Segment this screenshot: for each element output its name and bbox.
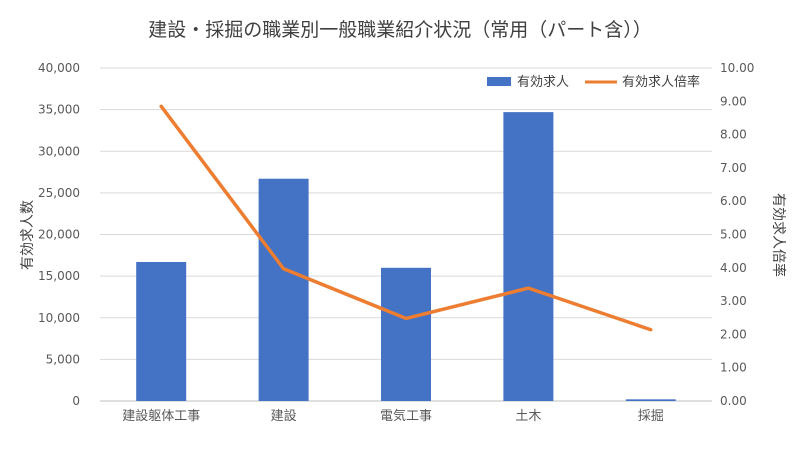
- y2-tick-label: 2.00: [720, 327, 747, 341]
- y2-tick-label: 5.00: [720, 228, 747, 242]
- y-tick-label: 40,000: [38, 61, 80, 75]
- chart-title: 建設・採掘の職業別一般職業紹介状況（常用（パート含））: [148, 19, 652, 41]
- bar: [136, 262, 186, 401]
- y-tick-label: 15,000: [38, 269, 80, 283]
- x-tick-label: 建設躯体工事: [122, 408, 200, 424]
- y2-tick-label: 7.00: [720, 161, 747, 175]
- y-tick-label: 5,000: [46, 352, 80, 366]
- right-axis-label: 有効求人倍率: [770, 193, 787, 277]
- y2-tick-label: 3.00: [720, 294, 747, 308]
- left-axis-label: 有効求人数: [20, 200, 36, 270]
- bar: [503, 112, 553, 401]
- y-tick-label: 25,000: [38, 186, 80, 200]
- legend-line-label: 有効求人倍率: [622, 74, 700, 90]
- x-tick-label: 土木: [515, 409, 541, 424]
- x-tick-label: 電気工事: [380, 408, 432, 424]
- y2-tick-label: 9.00: [720, 94, 747, 108]
- x-tick-label: 建設: [271, 408, 297, 424]
- y-tick-label: 0: [72, 394, 80, 408]
- right-axis-ticks: 0.00 1.00 2.00 3.00 4.00 5.00 6.00 7.00 8.00 9.00…: [720, 61, 754, 408]
- bar: [381, 268, 431, 401]
- y2-tick-label: 10.00: [720, 61, 754, 75]
- bar-series: [136, 112, 676, 401]
- y-tick-label: 35,000: [38, 103, 80, 117]
- y-tick-label: 10,000: [38, 311, 80, 325]
- y2-tick-label: 8.00: [720, 128, 747, 142]
- legend: 有効求人 有効求人倍率: [487, 74, 700, 90]
- x-axis-ticks: 建設躯体工事 建設 電気工事 土木 採掘: [122, 408, 664, 424]
- y2-tick-label: 0.00: [720, 394, 747, 408]
- y-tick-label: 20,000: [38, 228, 80, 242]
- y-tick-label: 30,000: [38, 144, 80, 158]
- x-tick-label: 採掘: [638, 409, 664, 424]
- bar: [626, 399, 676, 401]
- y2-tick-label: 4.00: [720, 261, 747, 275]
- legend-bar-swatch: [487, 77, 511, 86]
- legend-bar-label: 有効求人: [517, 75, 569, 90]
- bar: [259, 179, 309, 401]
- y2-tick-label: 1.00: [720, 361, 747, 375]
- left-axis-ticks: 0 5,000 10,000 15,000 20,000 25,000 30,000 35,0…: [38, 61, 80, 408]
- y2-tick-label: 6.00: [720, 194, 747, 208]
